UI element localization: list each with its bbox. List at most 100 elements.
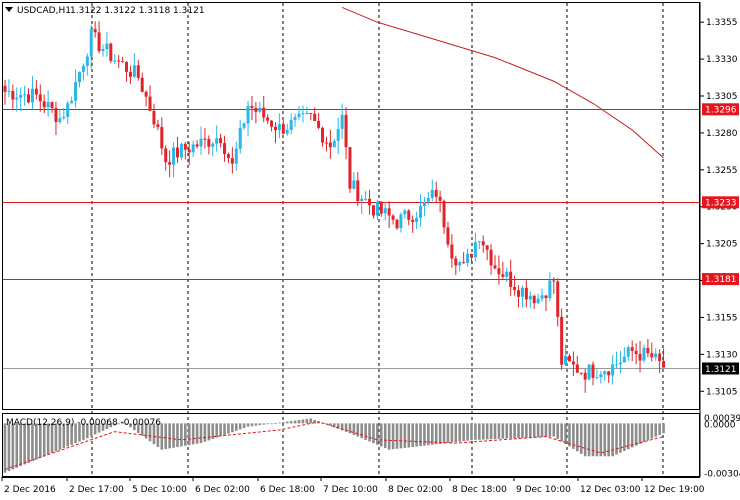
macd-bar	[101, 423, 105, 431]
candle-body	[7, 91, 11, 93]
macd-bar	[485, 423, 489, 440]
macd-bar	[313, 419, 316, 424]
candle-body	[277, 124, 281, 131]
candle-body	[579, 372, 583, 374]
macd-bar	[462, 423, 465, 442]
candle-body	[352, 180, 356, 189]
candle-body	[587, 364, 591, 380]
candle-body	[415, 217, 419, 223]
macd-bar	[607, 423, 610, 457]
macd-bar	[254, 423, 258, 426]
macd-bar	[46, 423, 50, 455]
candle-body	[93, 29, 97, 33]
candle-body	[273, 126, 277, 131]
macd-bar	[470, 423, 473, 441]
macd-bar	[301, 419, 305, 424]
candle-body	[411, 219, 415, 223]
candle-body	[11, 91, 15, 100]
candle-body	[132, 65, 136, 77]
macd-tick-label: -0.00304	[704, 470, 740, 480]
candle-body	[626, 347, 630, 357]
macd-bar	[121, 421, 124, 424]
macd-bar	[215, 423, 218, 438]
candle-body	[42, 101, 46, 108]
macd-bar	[434, 423, 438, 445]
candle-body	[168, 162, 172, 165]
macd-bar	[564, 423, 567, 444]
candle-body	[242, 123, 246, 128]
macd-bar	[227, 423, 230, 434]
price-tick-label: 1.3280	[706, 129, 738, 139]
macd-bar	[599, 423, 603, 457]
macd-bar	[458, 423, 462, 442]
macd-bar	[646, 423, 650, 441]
candle-body	[203, 138, 207, 140]
candle-body	[246, 105, 250, 124]
macd-bar	[246, 423, 250, 427]
candle-body	[58, 118, 62, 122]
time-tick-label: 2 Dec 17:00	[69, 485, 124, 495]
time-tick-label: 12 Dec 03:00	[580, 485, 641, 495]
macd-bar	[623, 423, 626, 451]
level-price-box	[702, 103, 739, 116]
macd-bar	[168, 423, 171, 449]
macd-bar	[579, 423, 583, 454]
candle-body	[187, 149, 191, 153]
macd-bar	[223, 423, 226, 435]
candle-body	[532, 295, 536, 304]
macd-bar	[642, 423, 646, 443]
candle-body	[321, 127, 325, 143]
macd-bar	[528, 423, 532, 438]
price-tick-label: 1.3330	[706, 55, 738, 65]
candle-body	[223, 143, 227, 155]
macd-bar	[35, 423, 38, 460]
macd-bar	[407, 423, 411, 448]
macd-bar	[595, 423, 599, 457]
macd-bar	[650, 423, 654, 439]
candle-body	[211, 143, 215, 147]
macd-bar	[556, 423, 560, 440]
macd-bar	[23, 423, 26, 465]
candle-body	[144, 91, 148, 97]
macd-bar	[274, 423, 277, 424]
macd-bar	[450, 423, 454, 443]
candle-body	[105, 43, 109, 50]
macd-bar	[383, 423, 387, 449]
macd-bar	[38, 423, 42, 458]
candle-body	[285, 129, 289, 134]
candle-body	[226, 154, 230, 159]
candle-body	[575, 364, 579, 373]
candle-body	[564, 355, 568, 365]
candle-body	[477, 241, 481, 243]
dropdown-triangle-icon[interactable]	[5, 7, 13, 12]
candle-body	[340, 114, 344, 129]
macd-bar	[211, 423, 215, 440]
macd-bar	[113, 423, 117, 426]
macd-bar	[513, 423, 516, 439]
macd-bar	[399, 423, 403, 449]
candle-body	[591, 364, 595, 378]
candle-body	[113, 60, 117, 62]
candle-body	[371, 205, 375, 216]
macd-bar	[78, 423, 81, 442]
macd-bar	[521, 423, 524, 438]
macd-signal-line	[4, 421, 664, 470]
macd-bar	[540, 423, 544, 438]
macd-bar	[509, 423, 512, 439]
candle-body	[454, 258, 458, 266]
price-tick-label: 1.3305	[706, 92, 738, 102]
macd-bar	[454, 423, 458, 443]
candle-body	[654, 353, 658, 358]
candle-body	[117, 60, 121, 62]
macd-tick-label: 0.00039	[704, 414, 740, 424]
candle-body	[524, 287, 528, 300]
candle-body	[309, 113, 313, 115]
macd-bar	[140, 423, 144, 436]
macd-bar	[117, 423, 120, 425]
moving-average-line	[341, 6, 664, 159]
candle-body	[215, 138, 219, 144]
candle-body	[332, 140, 336, 148]
candle-body	[297, 113, 301, 117]
